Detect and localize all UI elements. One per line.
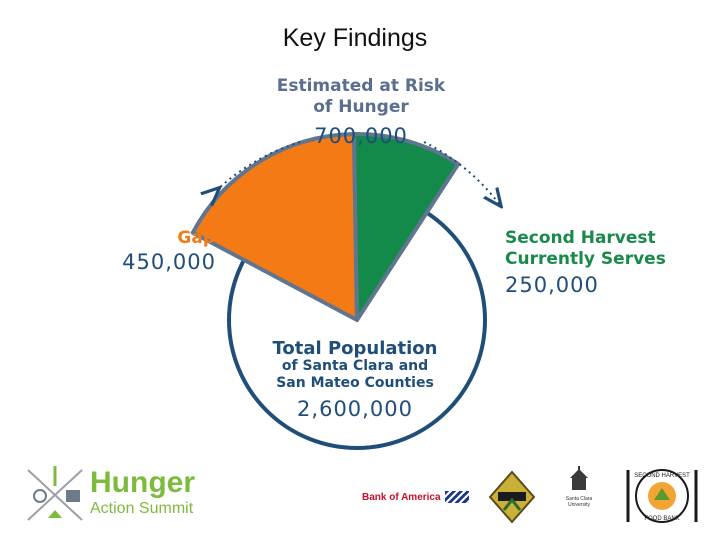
risk-range-arrow-right bbox=[423, 141, 500, 205]
population-value: 2,600,000 bbox=[297, 397, 413, 421]
rural-crest-logo bbox=[488, 470, 536, 524]
risk-label-line2: of Hunger bbox=[313, 97, 409, 117]
santa-clara-university-logo: Santa Clara University bbox=[550, 466, 608, 526]
hunger-action-summit-logo: Hunger Action Summit bbox=[20, 462, 230, 526]
population-sublabel: of Santa Clara and San Mateo Counties bbox=[240, 358, 470, 392]
flag-icon bbox=[444, 491, 469, 503]
summit-word-action: Action Summit bbox=[90, 500, 194, 517]
university-line2: University bbox=[568, 502, 590, 508]
gap-value: 450,000 bbox=[122, 250, 216, 274]
university-line1: Santa Clara bbox=[565, 496, 593, 502]
risk-range-arrow bbox=[218, 141, 301, 189]
serve-label-line2: Currently Serves bbox=[505, 249, 666, 269]
food-bank-bottom-text: FOOD BANK bbox=[644, 516, 679, 522]
population-sublabel-line2: San Mateo Counties bbox=[276, 375, 434, 391]
pie-slice-gap bbox=[190, 132, 359, 322]
serve-label: Second Harvest Currently Serves bbox=[505, 228, 705, 270]
summit-word-hunger: Hunger bbox=[90, 466, 195, 499]
slide-title: Key Findings bbox=[282, 24, 428, 52]
mission-icon bbox=[570, 466, 588, 490]
risk-label-line1: Estimated at Risk bbox=[276, 76, 446, 96]
serve-value: 250,000 bbox=[505, 273, 599, 297]
hunger-summit-icon bbox=[27, 466, 83, 521]
gap-label: Gap bbox=[177, 228, 215, 248]
population-sublabel-line1: of Santa Clara and bbox=[281, 358, 429, 374]
food-bank-top-text: SECOND HARVEST bbox=[634, 473, 690, 479]
bank-of-america-logo: Bank of America bbox=[362, 486, 470, 508]
bank-name: Bank of America bbox=[362, 491, 441, 503]
population-label: Total Population bbox=[272, 338, 438, 359]
second-harvest-food-bank-logo: SECOND HARVEST FOOD BANK bbox=[626, 469, 698, 523]
risk-value: 700,000 bbox=[314, 124, 408, 148]
risk-label: Estimated at Risk of Hunger bbox=[256, 76, 466, 118]
serve-label-line1: Second Harvest bbox=[505, 228, 656, 248]
